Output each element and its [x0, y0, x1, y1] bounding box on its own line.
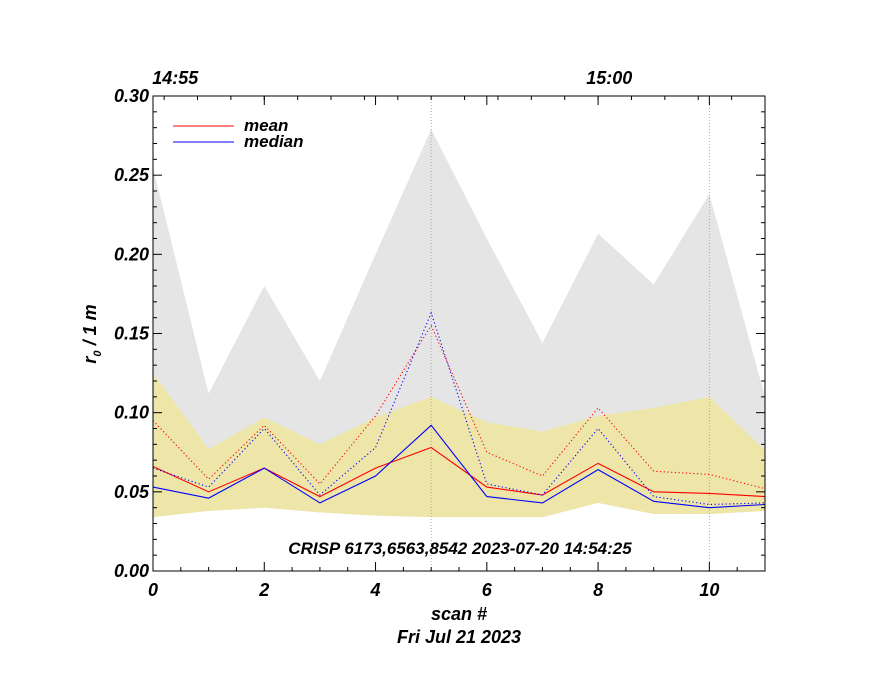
x-tick-label: 2: [258, 580, 269, 600]
x-axis-title: scan #: [431, 604, 487, 624]
y-tick-label: 0.25: [114, 165, 150, 185]
top-time-label: 15:00: [586, 68, 632, 88]
y-axis-title-sub: 0: [92, 350, 104, 357]
y-tick-label: 0.05: [114, 482, 150, 502]
legend: mean median: [173, 116, 304, 151]
y-axis-title: r0 / 1 m: [80, 304, 104, 363]
series-line-3: [152, 311, 766, 506]
y-axis-title-main: r: [80, 356, 100, 364]
ticks-layer: [152, 95, 766, 572]
series-layer: [152, 311, 766, 509]
legend-mean-label: mean: [244, 116, 288, 135]
x-tick-label: 8: [593, 580, 603, 600]
series-line-0: [152, 446, 766, 498]
series-line-2: [152, 324, 766, 490]
y-tick-label: 0.00: [114, 561, 149, 581]
bands-layer: [153, 129, 765, 518]
band-1: [153, 373, 765, 518]
top-time-label: 14:55: [152, 68, 199, 88]
y-tick-label: 0.10: [114, 403, 149, 423]
y-tick-label: 0.20: [114, 244, 149, 264]
annotation-label: CRISP 6173,6563,8542 2023-07-20 14:54:25: [288, 539, 632, 558]
tick-labels-layer: 0 2 4 6 8 10 14:55 15:00 0.00 0.05 0.10 0.15 0.20 0.2…: [114, 68, 719, 600]
guides-layer: [430, 96, 710, 571]
y-tick-label: 0.30: [114, 86, 149, 106]
y-axis-title-unit: / 1 m: [80, 304, 100, 350]
date-label: Fri Jul 21 2023: [397, 627, 521, 647]
legend-median-label: median: [244, 132, 304, 151]
x-tick-label: 6: [482, 580, 493, 600]
series-line-1: [152, 424, 766, 509]
x-tick-label: 4: [370, 580, 381, 600]
y-tick-label: 0.15: [114, 324, 150, 344]
x-tick-label: 0: [148, 580, 158, 600]
x-tick-label: 10: [699, 580, 719, 600]
